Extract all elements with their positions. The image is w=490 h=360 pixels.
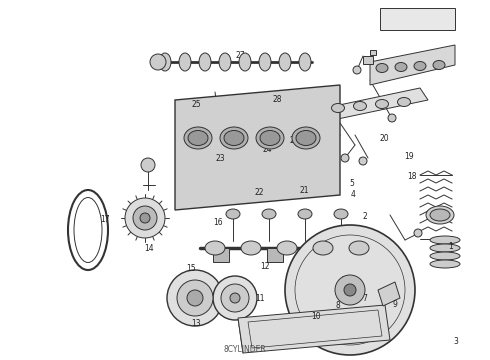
- Ellipse shape: [430, 244, 460, 252]
- Text: 19: 19: [404, 152, 414, 161]
- Ellipse shape: [277, 241, 297, 255]
- Text: 27: 27: [235, 51, 245, 60]
- Ellipse shape: [259, 53, 271, 71]
- Ellipse shape: [299, 53, 311, 71]
- Ellipse shape: [426, 206, 454, 224]
- Ellipse shape: [262, 209, 276, 219]
- Text: 28: 28: [272, 95, 282, 104]
- Circle shape: [353, 66, 361, 74]
- Ellipse shape: [279, 53, 291, 71]
- Bar: [370, 50, 376, 55]
- Text: 3: 3: [453, 338, 458, 346]
- Ellipse shape: [395, 63, 407, 72]
- Ellipse shape: [430, 209, 450, 221]
- Ellipse shape: [430, 260, 460, 268]
- Circle shape: [344, 284, 356, 296]
- Ellipse shape: [199, 53, 211, 71]
- Ellipse shape: [292, 127, 320, 149]
- Text: 9: 9: [392, 300, 397, 309]
- Ellipse shape: [298, 209, 312, 219]
- Ellipse shape: [414, 62, 426, 71]
- Circle shape: [167, 270, 223, 326]
- Ellipse shape: [226, 209, 240, 219]
- Text: 22: 22: [255, 188, 265, 197]
- Ellipse shape: [296, 131, 316, 145]
- Bar: [321, 248, 337, 262]
- Bar: [380, 8, 455, 30]
- Text: 10: 10: [311, 312, 321, 321]
- Text: 13: 13: [191, 320, 201, 328]
- Circle shape: [285, 225, 415, 355]
- Text: 6: 6: [341, 276, 345, 285]
- Circle shape: [187, 290, 203, 306]
- Ellipse shape: [256, 127, 284, 149]
- Text: 24: 24: [262, 145, 272, 154]
- Text: 12: 12: [260, 262, 270, 271]
- Ellipse shape: [313, 241, 333, 255]
- Circle shape: [341, 154, 349, 162]
- Circle shape: [414, 229, 422, 237]
- Ellipse shape: [239, 53, 251, 71]
- Circle shape: [230, 293, 240, 303]
- Text: 21: 21: [299, 186, 309, 195]
- Circle shape: [177, 280, 213, 316]
- Ellipse shape: [334, 209, 348, 219]
- Text: 17: 17: [100, 215, 110, 224]
- Ellipse shape: [224, 131, 244, 145]
- Polygon shape: [238, 305, 390, 353]
- Text: 2: 2: [363, 212, 368, 220]
- Text: 20: 20: [380, 134, 390, 143]
- Circle shape: [221, 284, 249, 312]
- Ellipse shape: [430, 252, 460, 260]
- Text: 8: 8: [336, 302, 341, 310]
- Text: 14: 14: [145, 244, 154, 253]
- Bar: [363, 56, 373, 64]
- Circle shape: [133, 206, 157, 230]
- Ellipse shape: [184, 127, 212, 149]
- Ellipse shape: [159, 53, 171, 71]
- Ellipse shape: [353, 102, 367, 111]
- Polygon shape: [378, 282, 400, 306]
- Ellipse shape: [397, 98, 411, 107]
- Circle shape: [150, 54, 166, 70]
- Ellipse shape: [220, 127, 248, 149]
- Text: 23: 23: [216, 154, 225, 163]
- Polygon shape: [325, 88, 428, 120]
- Text: 4: 4: [350, 190, 355, 199]
- Ellipse shape: [205, 241, 225, 255]
- Text: 15: 15: [186, 264, 196, 273]
- Circle shape: [125, 198, 165, 238]
- Ellipse shape: [179, 53, 191, 71]
- Bar: [267, 248, 283, 262]
- Ellipse shape: [433, 60, 445, 69]
- Polygon shape: [175, 85, 340, 210]
- Text: 1: 1: [448, 242, 453, 251]
- Polygon shape: [370, 45, 455, 85]
- Text: 7: 7: [363, 294, 368, 303]
- Ellipse shape: [241, 241, 261, 255]
- Ellipse shape: [375, 99, 389, 108]
- Circle shape: [335, 275, 365, 305]
- Ellipse shape: [376, 63, 388, 72]
- Text: 16: 16: [213, 218, 223, 227]
- Ellipse shape: [430, 236, 460, 244]
- Text: 5: 5: [349, 179, 354, 188]
- Circle shape: [359, 157, 367, 165]
- Ellipse shape: [219, 53, 231, 71]
- Ellipse shape: [260, 131, 280, 145]
- Ellipse shape: [349, 241, 369, 255]
- Circle shape: [141, 158, 155, 172]
- Bar: [213, 248, 229, 262]
- Ellipse shape: [332, 104, 344, 113]
- Text: 26: 26: [289, 136, 299, 145]
- Ellipse shape: [188, 131, 208, 145]
- Text: 8CYLINDER: 8CYLINDER: [223, 345, 267, 354]
- Circle shape: [388, 114, 396, 122]
- Text: 18: 18: [407, 172, 416, 181]
- Text: 25: 25: [191, 100, 201, 109]
- Text: 11: 11: [255, 294, 265, 303]
- Circle shape: [213, 276, 257, 320]
- Circle shape: [140, 213, 150, 223]
